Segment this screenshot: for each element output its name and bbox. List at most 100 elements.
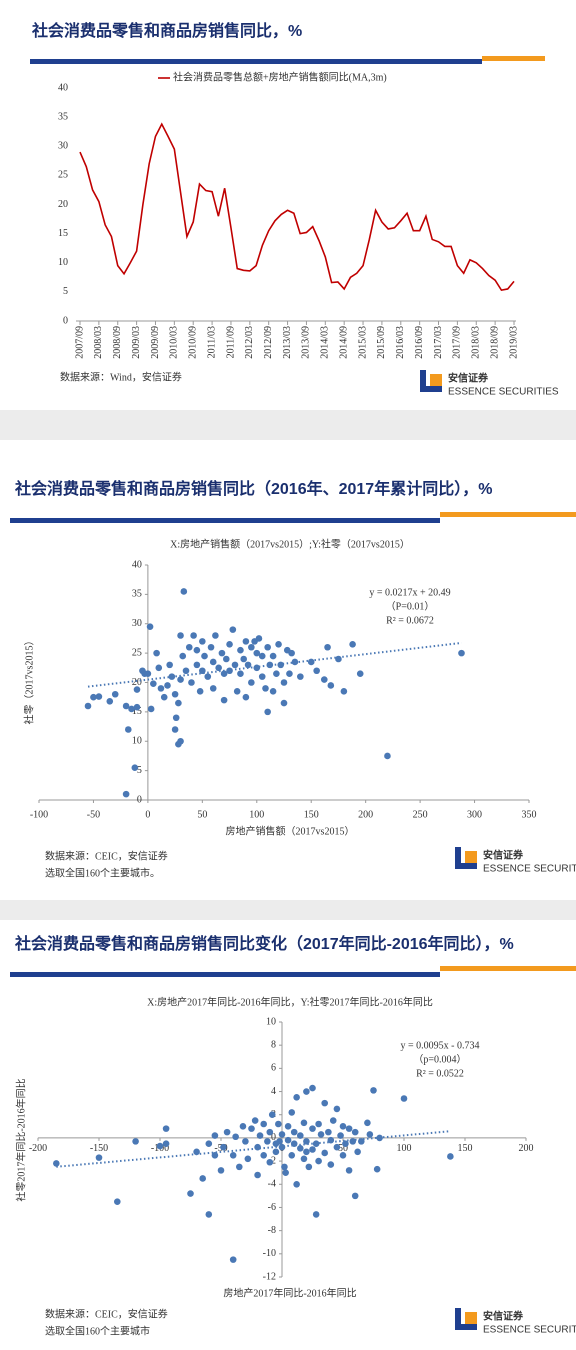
x-tick-label: 200 — [358, 809, 373, 820]
scatter-point — [182, 667, 190, 675]
x-tick-label: 150 — [458, 1143, 473, 1154]
scatter-point — [248, 1125, 255, 1132]
data-line — [79, 122, 515, 292]
header-bar — [10, 972, 440, 977]
scatter-point — [272, 1148, 280, 1156]
scatter-point — [354, 1148, 361, 1156]
scatter-point — [204, 673, 212, 680]
x-tick-label: 2008/03 — [93, 326, 104, 359]
scatter-point — [90, 693, 97, 701]
x-tick-label: 2009/03 — [131, 326, 142, 359]
scatter-point — [260, 1151, 268, 1159]
scatter-point — [320, 676, 328, 683]
scatter-point — [232, 1133, 239, 1141]
scatter-point — [106, 698, 114, 705]
scatter-point — [297, 1132, 304, 1139]
scatter-point — [297, 1145, 304, 1152]
scatter-point — [160, 693, 168, 701]
scatter-point — [266, 1128, 274, 1136]
scatter-point — [95, 693, 103, 700]
scatter-point — [327, 682, 335, 689]
scatter-point — [366, 1131, 374, 1138]
scatter-point — [258, 652, 266, 660]
x-tick-label: 2017/09 — [452, 326, 463, 359]
scatter-point — [333, 1105, 341, 1113]
header-accent — [440, 966, 576, 971]
annotation: y = 0.0095x - 0.734 — [401, 1040, 480, 1051]
y-tick-label: -12 — [263, 1271, 276, 1282]
y-tick-label: 25 — [132, 647, 142, 658]
x-tick-label: 2010/03 — [169, 326, 180, 359]
scatter-point — [351, 1128, 359, 1136]
y-tick-label: 30 — [132, 618, 142, 629]
scatter-point — [300, 1119, 308, 1127]
scatter-point — [177, 632, 184, 639]
y-tick-label: -8 — [268, 1225, 276, 1236]
y-tick-label: -6 — [268, 1202, 276, 1213]
x-tick-label: 2018/09 — [489, 326, 500, 359]
y-tick-label: 0 — [137, 794, 142, 805]
scatter-point — [260, 1120, 268, 1128]
scatter-point — [205, 1211, 213, 1218]
scatter-point — [351, 1192, 359, 1200]
logo-sub: ESSENCE SECURITIES — [483, 1325, 576, 1336]
scatter-point — [264, 708, 271, 716]
y-tick-label: 25 — [58, 170, 68, 181]
header-bar — [10, 518, 440, 523]
y-tick-label: 5 — [63, 286, 68, 297]
scatter-point — [286, 670, 293, 677]
x-tick-label: 2012/09 — [263, 326, 274, 359]
scatter-point — [275, 641, 282, 648]
scatter-point — [275, 1120, 282, 1128]
x-tick-label: 250 — [413, 809, 428, 820]
x-tick-label: 100 — [397, 1143, 412, 1154]
scatter-point — [157, 685, 165, 692]
scatter-point — [276, 1138, 283, 1145]
scatter-point — [269, 688, 277, 695]
y-tick-label: 6 — [271, 1063, 276, 1074]
y-tick-label: 8 — [271, 1039, 276, 1050]
panel — [0, 0, 576, 410]
scatter-point — [315, 1157, 322, 1165]
scatter-point — [209, 685, 217, 692]
scatter-point — [188, 679, 195, 686]
scatter-point — [220, 1143, 227, 1151]
panel-header: 社会消费品零售和商品房销售同比，% — [31, 21, 302, 40]
scatter-point — [171, 690, 179, 698]
source-note: 数据来源：Wind，安信证券 — [60, 370, 182, 383]
scatter-point — [280, 679, 288, 686]
source-note: 选取全国160个主要城市 — [45, 1324, 150, 1337]
panel — [0, 920, 576, 1350]
x-tick-label: 150 — [304, 809, 319, 820]
scatter-point — [201, 652, 208, 660]
scatter-point — [144, 670, 152, 677]
scatter-point — [164, 682, 171, 689]
x-tick-label: 2016/03 — [395, 326, 406, 359]
logo-icon — [465, 851, 477, 863]
scatter-point — [251, 1117, 259, 1124]
scatter-point — [282, 1169, 289, 1176]
scatter-point — [131, 764, 139, 771]
x-axis-label: 房地产销售额（2017vs2015） — [226, 824, 355, 837]
scatter-point — [458, 649, 465, 657]
scatter-point — [244, 661, 252, 669]
scatter-point — [297, 673, 304, 680]
scatter-point — [133, 703, 141, 711]
y-tick-label: 10 — [266, 1016, 276, 1027]
annotation: R² = 0.0522 — [416, 1068, 464, 1079]
scatter-point — [205, 1140, 213, 1148]
scatter-point — [268, 1111, 276, 1119]
legend-label: 社会消费品零售总额+房地产销售额同比(MA,3m) — [173, 70, 387, 83]
scatter-point — [309, 1146, 316, 1153]
scatter-point — [325, 1128, 332, 1136]
y-tick-label: 0 — [63, 315, 68, 326]
scatter-point — [222, 655, 230, 663]
scatter-point — [172, 714, 180, 722]
scatter-point — [193, 1148, 200, 1156]
scatter-point — [166, 661, 173, 669]
scatter-point — [212, 632, 219, 639]
scatter-point — [264, 643, 271, 651]
y-tick-label: 40 — [132, 559, 142, 570]
